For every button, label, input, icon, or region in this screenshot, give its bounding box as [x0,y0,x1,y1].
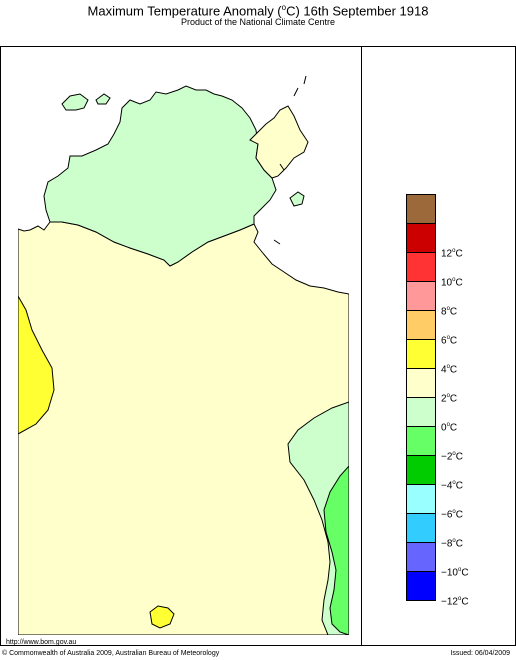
legend-swatch [406,223,436,252]
legend-label: 8oC [441,306,458,318]
legend-label: 12oC [441,248,463,260]
legend-label: 0oC [441,422,458,434]
map-title: Maximum Temperature Anomaly (oC) 16th Se… [0,0,516,19]
legend-labels: 12oC 10oC 8oC 6oC 4oC 2oC 0oC −2oC −4oC −6oC −8oC −… [441,0,501,660]
land-peninsula-east [249,105,309,179]
map-subtitle: Product of the National Climate Centre [180,17,336,27]
legend-swatch [406,252,436,281]
legend-swatch [406,310,436,339]
legend-divider [361,46,362,646]
legend-swatch [406,571,436,601]
legend-swatch [406,397,436,426]
legend-label: −12oC [441,596,469,608]
title-text: Maximum Temperature Anomaly ( [87,3,282,19]
legend-label: −2oC [441,451,463,463]
legend-label: −8oC [441,538,463,550]
legend-label: 10oC [441,277,463,289]
legend-label: −10oC [441,567,469,579]
land-cool-region-north [43,85,277,267]
legend-swatch [406,513,436,542]
legend-swatch [406,455,436,484]
title-degree: o [281,3,287,12]
legend-swatch [406,426,436,455]
source-url[interactable]: http://www.bom.gov.au [6,639,77,646]
cold-anomaly-south-east [323,465,349,635]
legend-swatch [406,368,436,397]
coast-line-east [273,75,307,245]
legend-label: 2oC [441,393,458,405]
legend-swatch [406,339,436,368]
issued-date: Issued: 06/04/2009 [450,650,510,657]
warm-anomaly-south [149,605,175,629]
legend-label: −4oC [441,480,463,492]
island-north-west [61,93,89,111]
island-east-small [289,191,305,207]
legend-swatch [406,542,436,571]
anomaly-map [18,75,349,635]
cool-anomaly-south-east [287,401,349,635]
legend-label: 4oC [441,364,458,376]
legend-swatch [406,194,436,223]
legend-label: −6oC [441,509,463,521]
copyright-text: © Commonwealth of Australia 2009, Austra… [2,650,220,657]
legend-label: 6oC [441,335,458,347]
legend-swatch [406,484,436,513]
title-text-end: C) 16th September 1918 [286,3,429,19]
warm-anomaly-west [18,294,55,435]
island-north-small [95,93,111,105]
legend-swatch [406,281,436,310]
color-legend [406,194,436,601]
